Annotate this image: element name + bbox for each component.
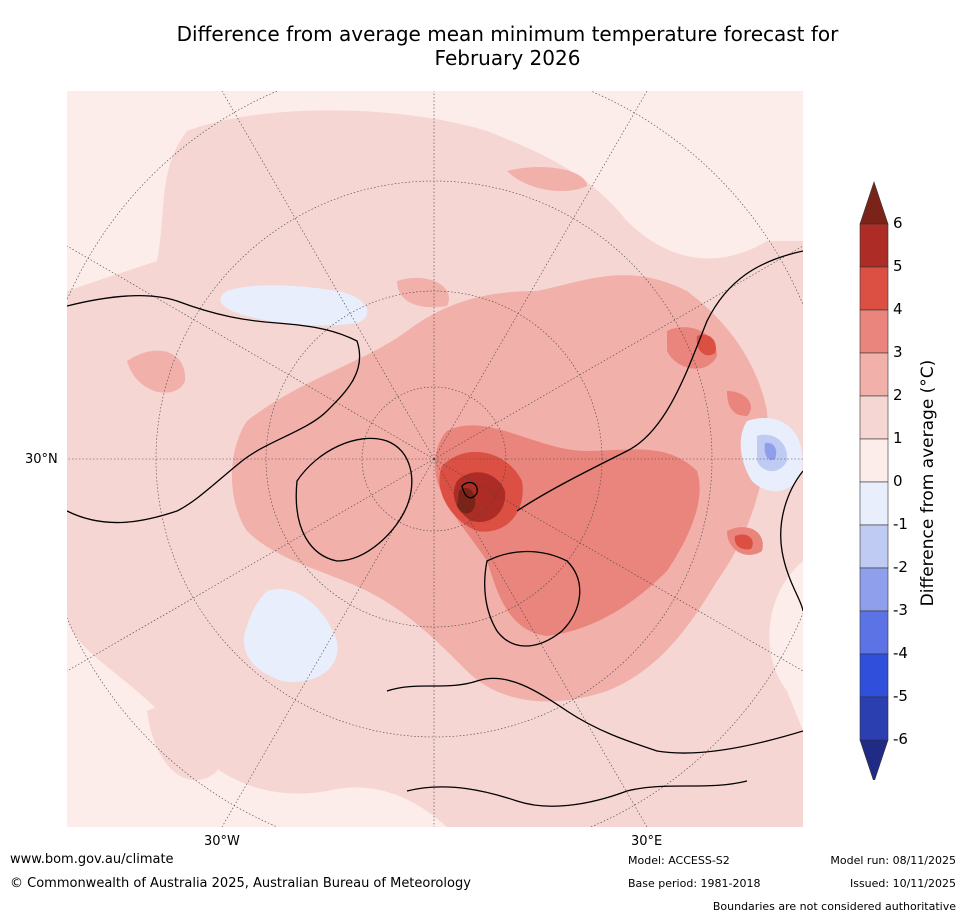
colorbar-band <box>859 653 889 698</box>
model-name: Model: ACCESS-S2 <box>628 854 730 867</box>
colorbar <box>859 181 889 780</box>
anomaly-band-5-6 <box>453 472 506 522</box>
colorbar-band <box>859 481 889 526</box>
lon-label-30e: 30°E <box>631 834 663 849</box>
anomaly-negative <box>220 285 803 682</box>
lat-label-30n: 30°N <box>25 452 58 467</box>
base-period: Base period: 1981-2018 <box>628 877 761 890</box>
coast-mediterranean <box>406 780 748 807</box>
coast-svalbard <box>461 481 478 499</box>
colorbar-band <box>859 567 889 612</box>
colorbar-tick-label: 0 <box>893 472 903 490</box>
colorbar-tick-label: 3 <box>893 343 903 361</box>
title-line-1: Difference from average mean minimum tem… <box>176 22 839 46</box>
colorbar-tick-label: 4 <box>893 300 903 318</box>
model-run: Model run: 08/11/2025 <box>830 854 956 867</box>
coast-eurasia-north <box>516 250 803 512</box>
colorbar-extend-bottom <box>859 739 889 780</box>
coastlines <box>67 250 803 807</box>
colorbar-band <box>859 524 889 569</box>
graticule <box>67 91 803 827</box>
coast-europe <box>386 677 803 754</box>
colorbar-title: Difference from average (°C) <box>918 359 938 607</box>
colorbar-tick-label: -3 <box>893 601 908 619</box>
colorbar-band <box>859 438 889 483</box>
colorbar-band <box>859 610 889 655</box>
coast-north-america <box>67 294 361 524</box>
colorbar-tick-label: -2 <box>893 558 908 576</box>
issued-date: Issued: 10/11/2025 <box>849 877 956 890</box>
colorbar-tick-label: 1 <box>893 429 903 447</box>
copyright: © Commonwealth of Australia 2025, Austra… <box>10 876 471 891</box>
colorbar-extend-top <box>859 181 889 225</box>
colorbar-band <box>859 223 889 268</box>
colorbar-tick-label: -6 <box>893 730 908 748</box>
title-line-2: February 2026 <box>434 46 581 70</box>
colorbar-tick-label: 6 <box>893 214 903 232</box>
colorbar-band <box>859 696 889 741</box>
chart-title: Difference from average mean minimum tem… <box>60 22 955 70</box>
colorbar-band <box>859 309 889 354</box>
colorbar-tick-label: 5 <box>893 257 903 275</box>
colorbar-band <box>859 266 889 311</box>
colorbar-band <box>859 352 889 397</box>
colorbar-tick-label: -1 <box>893 515 908 533</box>
lon-label-30w: 30°W <box>204 834 240 849</box>
colorbar-tick-label: -4 <box>893 644 908 662</box>
colorbar-tick-label: 2 <box>893 386 903 404</box>
coast-greenland <box>295 437 413 562</box>
website-link[interactable]: www.bom.gov.au/climate <box>10 852 174 867</box>
coast-scandinavia <box>484 550 581 647</box>
anomaly-map <box>67 91 803 827</box>
colorbar-band <box>859 395 889 440</box>
coast-east-asia <box>780 470 803 612</box>
colorbar-tick-label: -5 <box>893 687 908 705</box>
disclaimer: Boundaries are not considered authoritat… <box>712 900 956 913</box>
